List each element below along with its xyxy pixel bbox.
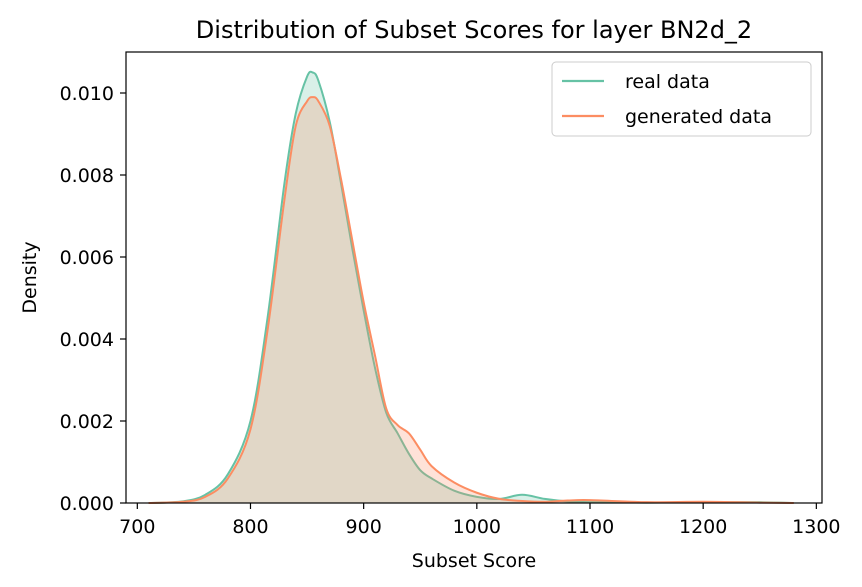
x-tick-label: 1000: [453, 516, 501, 538]
real-data-area: [148, 71, 794, 504]
legend-label-generated-data: generated data: [625, 106, 772, 128]
y-tick-label: 0.000: [60, 493, 114, 515]
axes: 700 800 900 1000 1100 1200 1300 0.000 0.002 0.004…: [60, 51, 841, 538]
x-tick-label: 1200: [679, 516, 727, 538]
legend: real data generated data: [551, 61, 812, 137]
y-axis-label: Density: [19, 241, 41, 313]
y-tick-label: 0.004: [60, 329, 114, 351]
generated-data-line: [148, 96, 794, 504]
x-tick-label: 800: [232, 516, 268, 538]
chart-title: Distribution of Subset Scores for layer …: [196, 16, 752, 44]
y-tick-label: 0.002: [60, 411, 114, 433]
y-tick-label: 0.006: [60, 247, 114, 269]
legend-label-real-data: real data: [625, 71, 710, 93]
x-tick-label: 1300: [792, 516, 840, 538]
legend-box: [551, 61, 812, 137]
x-tick-label: 1100: [566, 516, 614, 538]
x-tick-label: 900: [346, 516, 382, 538]
plot-frame: [125, 51, 823, 504]
y-tick-label: 0.008: [60, 165, 114, 187]
generated-data-area: [148, 97, 794, 503]
x-axis-label: Subset Score: [412, 550, 536, 572]
plot-area: [148, 70, 794, 504]
x-tick-label: 700: [119, 516, 155, 538]
y-tick-label: 0.010: [60, 83, 114, 105]
